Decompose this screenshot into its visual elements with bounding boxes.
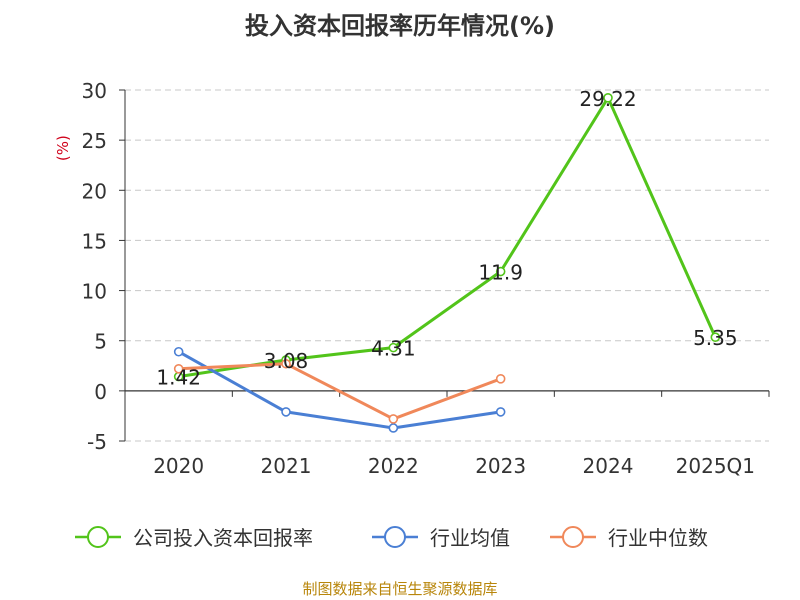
series-0-point bbox=[388, 342, 399, 353]
data-labels: 1.42 3.08 4.31 11.9 29.22 5.35 bbox=[156, 87, 737, 390]
x-tick-label: 2022 bbox=[368, 454, 419, 478]
series-2-line bbox=[178, 362, 502, 421]
data-label: 3.08 bbox=[264, 349, 309, 373]
series-0-line bbox=[178, 96, 717, 379]
y-tick-label: -5 bbox=[87, 430, 107, 454]
legend-marker bbox=[384, 526, 406, 548]
series-1-point bbox=[495, 407, 506, 417]
source-note: 制图数据来自恒生聚源数据库 bbox=[302, 580, 498, 598]
legend-item: 行业中位数 bbox=[550, 526, 708, 550]
legend-item: 公司投入资本回报率 bbox=[75, 526, 313, 550]
legend-marker bbox=[562, 526, 584, 548]
legend-label: 行业中位数 bbox=[608, 526, 708, 550]
x-tick-label: 2020 bbox=[153, 454, 204, 478]
series-1-line bbox=[177, 350, 501, 430]
y-tick-label: 30 bbox=[82, 79, 107, 103]
y-tick-label: 25 bbox=[82, 129, 107, 153]
y-axis-label: (%) bbox=[54, 135, 72, 161]
legend-marker bbox=[87, 526, 109, 548]
series-2-point bbox=[173, 363, 184, 374]
legend-label: 公司投入资本回报率 bbox=[133, 526, 313, 550]
chart-title: 投入资本回报率历年情况(%) bbox=[245, 12, 555, 40]
y-tick-label: 15 bbox=[82, 229, 107, 253]
grid-lines bbox=[125, 89, 769, 442]
data-label: 29.22 bbox=[579, 87, 636, 111]
y-tick-label: 5 bbox=[94, 330, 107, 354]
data-label: 4.31 bbox=[371, 337, 416, 361]
series-0-point bbox=[710, 332, 721, 343]
x-tick-label: 2023 bbox=[475, 454, 526, 478]
data-label: 11.9 bbox=[478, 261, 523, 285]
series-2-point bbox=[281, 358, 291, 369]
series-1-point bbox=[173, 346, 184, 357]
x-tick-label: 2021 bbox=[261, 454, 312, 478]
legend-label: 行业均值 bbox=[430, 526, 510, 550]
x-tick-label: 2025Q1 bbox=[676, 454, 755, 478]
data-label: 1.42 bbox=[156, 366, 201, 390]
series-2-point bbox=[388, 414, 399, 424]
data-label: 5.35 bbox=[693, 326, 738, 350]
legend: 公司投入资本回报率 行业均值 行业中位数 bbox=[75, 526, 708, 550]
series-0-point bbox=[495, 266, 506, 277]
series-2-point bbox=[495, 374, 506, 384]
legend-item: 行业均值 bbox=[372, 526, 510, 550]
x-tick-label: 2024 bbox=[583, 454, 634, 478]
axes: -5 0 5 10 15 20 25 30 (%) 2020 2021 2022 2023 2024 202… bbox=[54, 79, 770, 478]
y-tick-label: 10 bbox=[82, 280, 107, 304]
y-tick-label: 0 bbox=[94, 380, 107, 404]
series-1-point bbox=[388, 423, 399, 433]
series-lines bbox=[173, 93, 721, 433]
series-1-point bbox=[281, 407, 291, 417]
series-0-point bbox=[603, 93, 613, 103]
y-tick-label: 20 bbox=[82, 179, 107, 203]
